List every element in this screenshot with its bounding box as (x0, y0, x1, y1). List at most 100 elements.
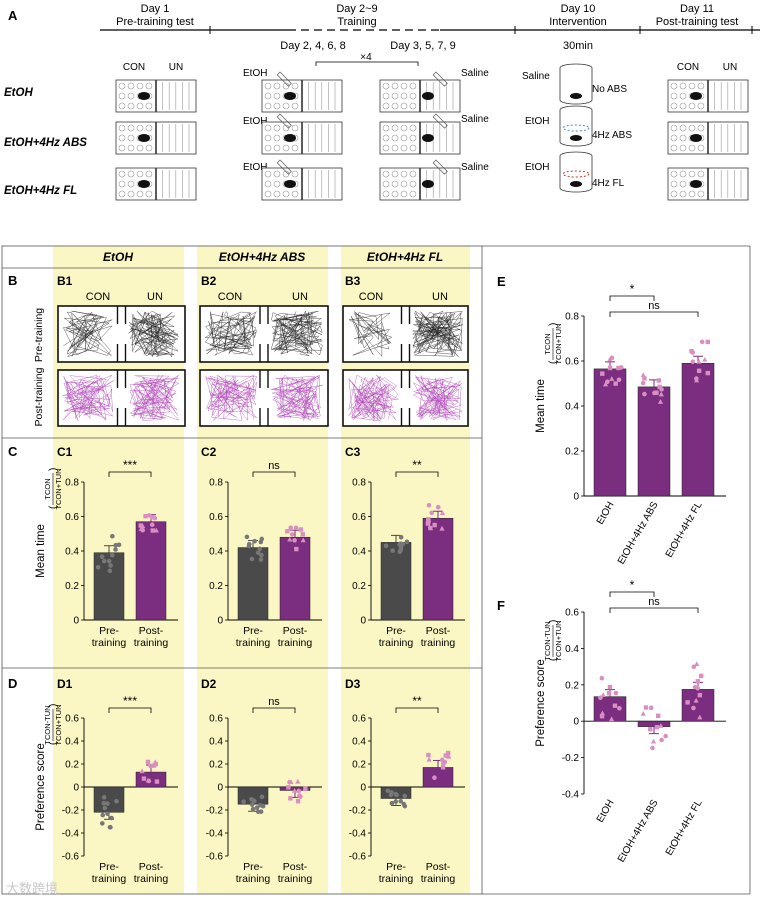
floor-dot (273, 82, 281, 90)
data-point (138, 523, 143, 528)
floor-dot (145, 144, 153, 152)
floor-dot (118, 102, 126, 110)
syringe-icon (276, 113, 292, 129)
data-point (640, 380, 646, 386)
column-title: EtOH+4Hz FL (367, 250, 443, 264)
row-label: D (8, 676, 17, 691)
data-point (643, 705, 649, 710)
floor-dot (409, 144, 417, 152)
data-point (393, 791, 399, 797)
data-point (300, 532, 305, 537)
panel-a: A Day 1 Pre-training test Day 2~9 Traini… (4, 3, 760, 201)
data-point (690, 350, 696, 355)
floor-dot (136, 144, 144, 152)
x-category-label: training (134, 637, 169, 649)
x-category-label: EtOH+4Hz FL (664, 500, 705, 560)
floor-dot (264, 92, 272, 100)
saline-label: Saline (461, 162, 489, 173)
row-label: B (8, 273, 17, 288)
group-label: EtOH+4Hz ABS (4, 137, 87, 149)
arena-door (260, 388, 268, 408)
x-category-label: training (421, 873, 456, 885)
data-point (109, 815, 114, 821)
floor-dot (391, 170, 399, 178)
y-tick-label: 0.6 (209, 714, 223, 725)
x-category-label: EtOH (595, 798, 617, 825)
floor-dot (291, 102, 299, 110)
x-category-label: training (421, 637, 456, 649)
floor-dot (688, 144, 696, 152)
data-point (139, 768, 145, 774)
floor-dot (391, 144, 399, 152)
data-point (705, 370, 711, 376)
significance-label: ** (412, 694, 422, 708)
x-category-label: Pre- (243, 625, 263, 637)
x-category-label: EtOH+4Hz FL (664, 798, 705, 858)
formula-paren: ( (48, 505, 59, 509)
floor-dot (391, 92, 399, 100)
floor-dot (264, 102, 272, 110)
floor-dot (282, 144, 290, 152)
data-point (426, 752, 431, 758)
y-tick-label: 0.8 (65, 478, 79, 489)
data-point (609, 355, 615, 361)
data-point (291, 787, 298, 793)
y-tick-label: 0 (360, 783, 366, 794)
intervention-drug: EtOH (525, 116, 549, 127)
etoh-days: Day 2, 4, 6, 8 (280, 40, 345, 52)
floor-dot (391, 82, 399, 90)
sub-label: B1 (57, 274, 73, 288)
data-point (656, 378, 662, 383)
track-path (412, 375, 464, 421)
data-point (657, 399, 664, 404)
significance-label: ** (412, 458, 422, 472)
data-point (617, 705, 622, 711)
un-label: UN (723, 62, 737, 73)
etoh-label: EtOH (243, 162, 267, 173)
floor-dot (291, 144, 299, 152)
bar (637, 720, 671, 727)
significance-label: * (630, 578, 635, 592)
data-point (255, 809, 261, 815)
timeline-phase: Pre-training test (116, 16, 194, 28)
floor-dot (409, 102, 417, 110)
x-category-label: EtOH+4Hz ABS (616, 798, 661, 865)
data-point (426, 503, 432, 508)
floor-dot (670, 102, 678, 110)
locomotion-tracks (57, 305, 469, 427)
chart-E: 0 0.2 0.4 0.6 0.8 EtOH EtOH+4Hz ABS EtOH+4Hz FL… (535, 282, 726, 566)
timeline-day: Day 2~9 (336, 3, 377, 15)
data-point (657, 384, 662, 390)
floor-dot (291, 190, 299, 198)
data-point (249, 796, 254, 802)
formula-paren: ) (48, 468, 59, 471)
data-point (650, 745, 655, 751)
formula-paren: ) (48, 704, 59, 707)
y-tick-label: 0 (573, 717, 579, 728)
floor-dot (400, 134, 408, 142)
data-point (153, 527, 159, 533)
stimulus-ring (562, 124, 590, 132)
y-tick-label: 0.6 (65, 512, 79, 523)
mouse-icon (570, 135, 582, 141)
data-point (105, 801, 110, 806)
floor-dot (670, 92, 678, 100)
floor-dot (670, 144, 678, 152)
floor-dot (670, 170, 678, 178)
x-category-label: Pre- (243, 861, 263, 873)
saline-label: Saline (461, 114, 489, 125)
track-path (62, 374, 115, 421)
significance-bracket (609, 591, 655, 597)
track-path (411, 310, 464, 357)
data-point (648, 727, 653, 732)
floor-dot (118, 170, 126, 178)
data-point (607, 365, 613, 371)
floor-dot (400, 92, 408, 100)
data-point (249, 802, 255, 807)
floor-dot (688, 82, 696, 90)
floor-dot (264, 170, 272, 178)
data-point (101, 800, 107, 806)
floor-dot (391, 190, 399, 198)
y-tick-label: 0 (360, 616, 366, 627)
data-point (145, 777, 151, 783)
